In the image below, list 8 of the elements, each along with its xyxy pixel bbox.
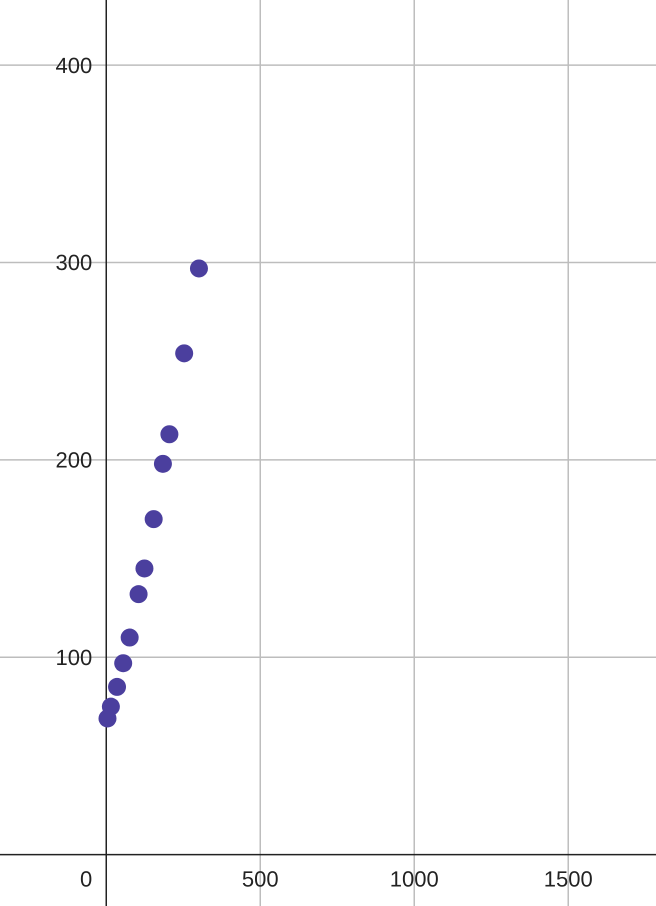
x-tick-label: 1500 <box>544 866 593 892</box>
x-tick-label: 1000 <box>390 866 439 892</box>
y-tick-label: 200 <box>56 448 92 473</box>
y-tick-label: 300 <box>56 250 92 276</box>
y-tick-label: 400 <box>56 52 92 78</box>
x-tick-label: 0 <box>80 866 92 892</box>
y-tick-label: 100 <box>56 644 92 670</box>
x-tick-label: 500 <box>242 866 279 892</box>
